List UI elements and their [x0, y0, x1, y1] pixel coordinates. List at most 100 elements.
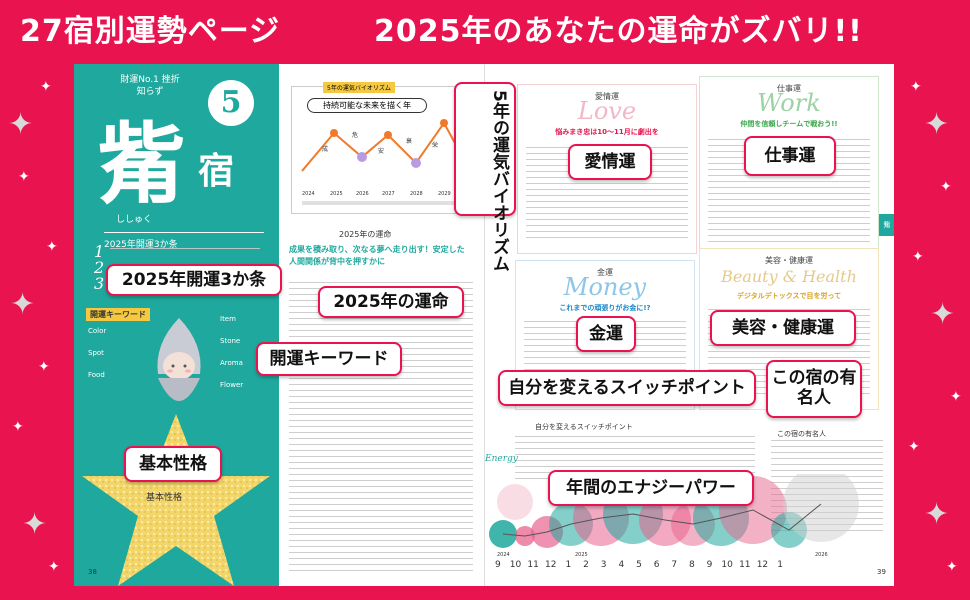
callout-three-points: 2025年開運3か条 — [106, 264, 282, 296]
month-label: 9 — [494, 560, 501, 570]
graph-year: 2026 — [356, 191, 369, 197]
point-number: 2 — [94, 258, 105, 277]
energy-label: Energy — [485, 454, 518, 464]
keyword-item: Item — [220, 315, 236, 323]
money-card-catch: これまでの頑張りがお金に!? — [559, 304, 651, 312]
graph-year: 2025 — [330, 191, 343, 197]
gold-star-illustration — [82, 414, 270, 586]
mansion-kanji-main: 觜 — [98, 112, 187, 216]
callout-famous: この宿の有名人 — [766, 360, 862, 418]
sparkle-icon: ✦ — [48, 559, 60, 575]
biorhythm-graph-title: 5年の運気バイオリズム — [323, 82, 395, 93]
sparkle-icon: ✦ — [912, 249, 924, 265]
sparkle-icon: ✦ — [940, 179, 952, 195]
graph-year: 2028 — [410, 191, 423, 197]
basic-personality-label: 基本性格 — [146, 493, 183, 503]
sparkle-icon: ✦ — [18, 169, 30, 185]
work-card-script: Work — [757, 89, 821, 117]
graph-char: 栄 — [432, 141, 438, 149]
graph-char: 危 — [352, 131, 358, 139]
future-heading: 2025年の運命 — [339, 230, 392, 239]
banner-left-title: 27宿別運勢ページ — [20, 14, 281, 49]
callout-beauty: 美容・健康運 — [710, 310, 856, 346]
year-label: 2025 — [575, 552, 588, 558]
graph-char: 衰 — [406, 137, 412, 145]
callout-love: 愛情運 — [568, 144, 652, 180]
month-label: 10 — [509, 560, 522, 570]
banner-right-title: 2025年のあなたの運命がズバリ!! — [374, 14, 863, 49]
month-label: 7 — [671, 560, 678, 570]
three-points-numbers: 1 2 3 — [94, 244, 104, 292]
sparkle-icon: ✦ — [950, 389, 962, 405]
doll-illustration — [157, 318, 201, 401]
callout-keywords: 開運キーワード — [256, 342, 402, 376]
graph-char: 成 — [322, 145, 328, 153]
sparkle-icon: ✦ — [40, 79, 52, 95]
year-label: 2024 — [497, 552, 510, 558]
sparkle-icon: ✦ — [930, 297, 956, 332]
tagline: 財運No.1 挫折知らず — [120, 75, 180, 97]
left-page: 財運No.1 挫折知らず 5 觜 宿 ししゅく 2025年開運3か条 1 2 3… — [74, 64, 484, 586]
month-label: 1 — [777, 560, 783, 570]
side-tab: 觜 — [879, 214, 894, 236]
month-label: 5 — [636, 560, 642, 570]
year-label: 2026 — [815, 552, 828, 558]
sparkle-icon: ✦ — [46, 239, 58, 255]
callout-basic: 基本性格 — [124, 446, 222, 482]
month-label: 6 — [653, 560, 660, 570]
graph-year: 2029 — [438, 191, 451, 197]
biorhythm-line-chart: 2024 2025 2026 2027 2028 2029 成 危 安 衰 栄 — [301, 119, 469, 205]
keywords-right-column: Item Stone Aroma Flower — [220, 308, 243, 396]
month-label: 10 — [721, 560, 733, 570]
sparkle-icon: ✦ — [924, 107, 950, 142]
month-label: 12 — [756, 560, 769, 570]
sparkle-icon: ✦ — [924, 497, 950, 532]
future-body-text — [289, 282, 473, 572]
callout-future: 2025年の運命 — [318, 286, 464, 318]
page-number-right: 39 — [877, 568, 886, 576]
sparkle-icon: ✦ — [910, 79, 922, 95]
sparkle-icon: ✦ — [22, 507, 48, 542]
callout-switch: 自分を変えるスイッチポイント — [498, 370, 756, 406]
month-label: 9 — [706, 560, 713, 570]
three-points-heading: 2025年開運3か条 — [104, 232, 264, 250]
sparkle-icon: ✦ — [8, 107, 34, 142]
beauty-card-catch: デジタルデトックスで目を労って — [736, 292, 842, 300]
month-label: 8 — [689, 560, 695, 570]
callout-money: 金運 — [576, 316, 636, 352]
future-catchphrase: 成果を積み取り、次なる夢へ走り出す！安定した人間関係が背中を押すかに — [289, 245, 465, 266]
header-banner: 27宿別運勢ページ 2025年のあなたの運命がズバリ!! — [0, 0, 970, 64]
keyword-label: 開運キーワード — [86, 308, 150, 321]
work-card-catch: 仲間を信頼しチームで戦おう!! — [740, 120, 838, 128]
sparkle-icon: ✦ — [12, 419, 24, 435]
keywords-left-column: Color Spot Food — [88, 320, 106, 386]
mansion-kanji-sub: 宿 — [198, 150, 235, 192]
callout-energy: 年間のエナジーパワー — [548, 470, 754, 506]
work-card-title: 仕事運 — [777, 84, 801, 93]
month-label: 11 — [527, 560, 539, 570]
mansion-number: 5 — [208, 80, 254, 126]
callout-work: 仕事運 — [744, 136, 836, 176]
month-label: 12 — [545, 560, 557, 570]
love-card-script: Love — [577, 97, 637, 125]
month-label: 2 — [583, 560, 589, 570]
love-card-title: 愛情運 — [595, 92, 619, 101]
graph-year: 2027 — [382, 191, 395, 197]
month-label: 11 — [739, 560, 751, 570]
beauty-card-script: Beauty & Health — [721, 267, 857, 286]
keyword-item: Aroma — [220, 359, 243, 367]
month-label: 1 — [565, 560, 572, 570]
keyword-item: Food — [88, 371, 105, 379]
month-axis: 9 10 11 12 1 2 3 4 5 6 7 8 9 10 11 12 1 — [489, 560, 789, 570]
beauty-card-title: 美容・健康運 — [765, 256, 813, 265]
point-number: 1 — [94, 242, 105, 261]
biorhythm-graph-subtitle: 持続可能な未来を描く年 — [307, 98, 427, 113]
sparkle-icon: ✦ — [946, 559, 958, 575]
famous-people-title: この宿の有名人 — [777, 430, 826, 438]
sparkle-icon: ✦ — [38, 359, 50, 375]
point-text-line — [110, 248, 260, 254]
money-card-title: 金運 — [597, 268, 613, 277]
callout-biorhythm: 5年の運気バイオリズム — [454, 82, 516, 272]
keyword-item: Spot — [88, 349, 104, 357]
switch-point-title: 自分を変えるスイッチポイント — [535, 423, 633, 431]
